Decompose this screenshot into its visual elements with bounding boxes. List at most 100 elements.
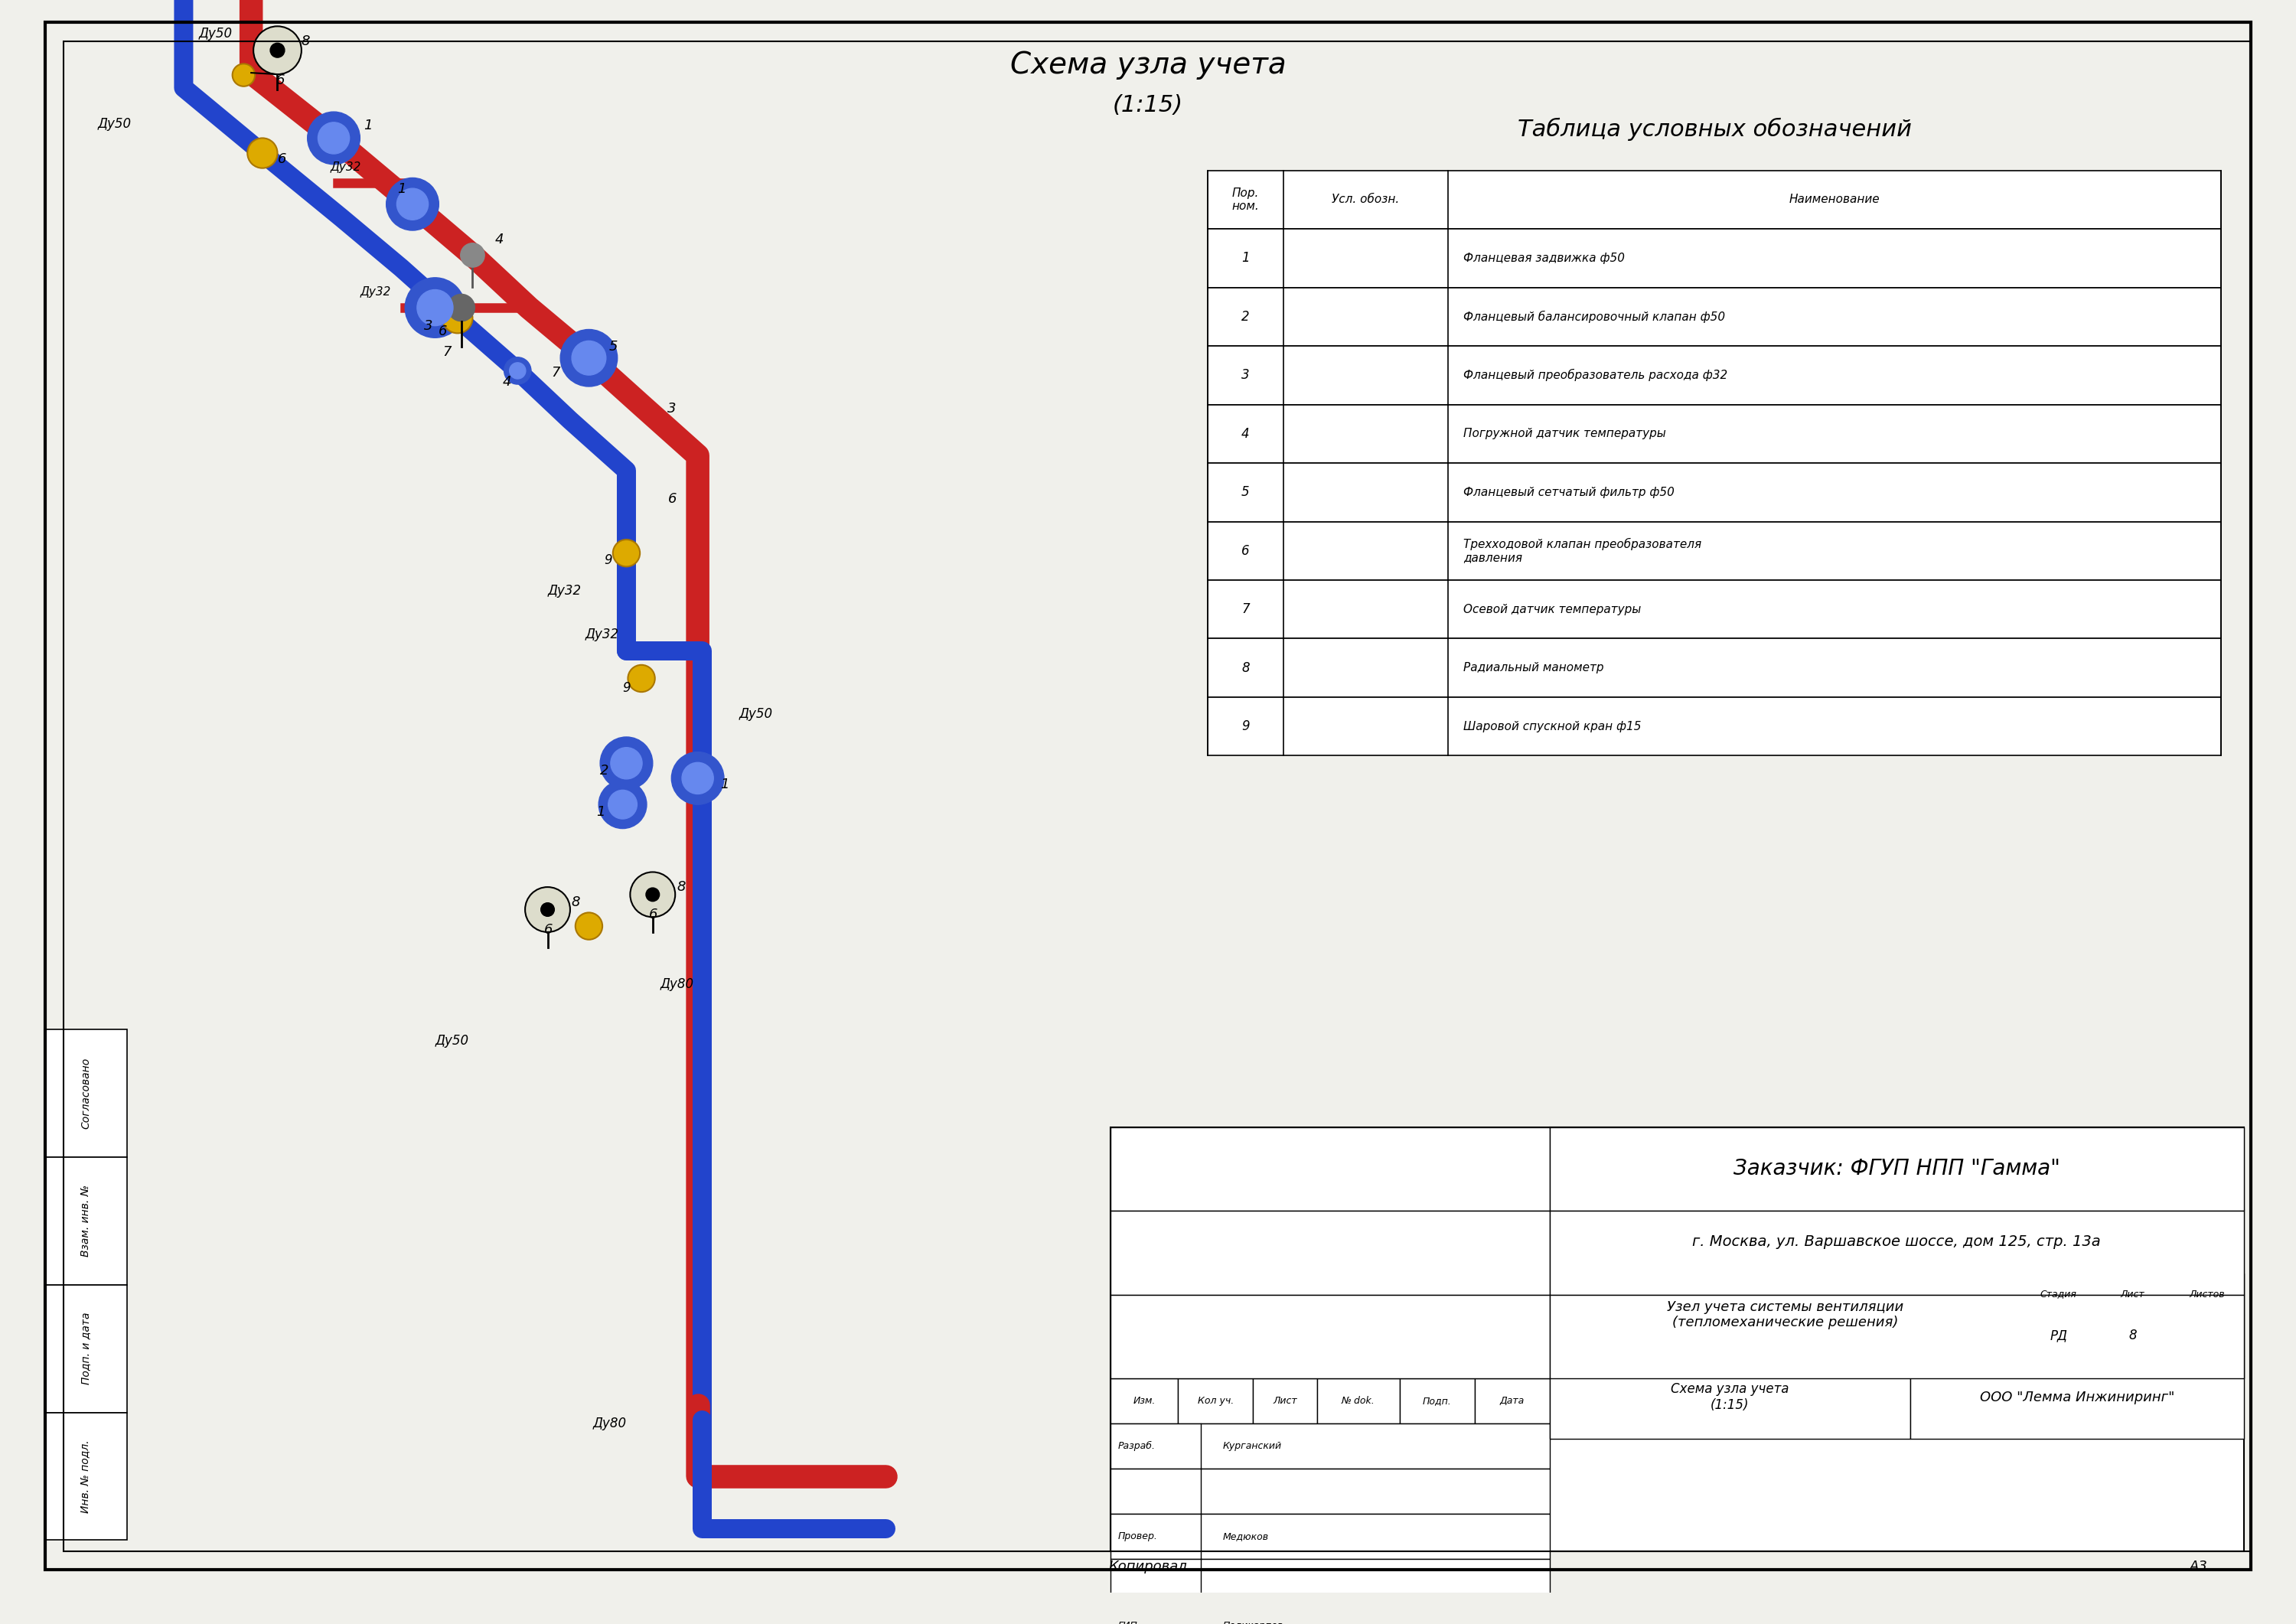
Text: 3: 3 [1242, 369, 1249, 382]
Text: ГИП: ГИП [1118, 1621, 1139, 1624]
Text: Провер.: Провер. [1118, 1531, 1157, 1541]
Bar [1208, 404, 2220, 463]
Bar [1254, 1379, 1318, 1424]
Circle shape [599, 737, 652, 789]
Text: Инв. № подл.: Инв. № подл. [80, 1439, 92, 1514]
Text: 8: 8 [2128, 1328, 2138, 1343]
Text: Усл. обозн.: Усл. обозн. [1332, 193, 1401, 205]
Circle shape [418, 289, 452, 326]
Circle shape [608, 791, 636, 818]
Text: Узел учета системы вентиляции
(тепломеханические решения): Узел учета системы вентиляции (тепломеха… [1667, 1299, 1903, 1330]
Text: Фланцевый сетчатый фильтр ф50: Фланцевый сетчатый фильтр ф50 [1463, 487, 1674, 499]
Text: Изм.: Изм. [1132, 1397, 1155, 1406]
Bar [1910, 1356, 2243, 1439]
Circle shape [404, 278, 466, 338]
Text: Лист: Лист [2122, 1289, 2144, 1299]
Bar [2170, 1273, 2243, 1315]
Bar [1208, 580, 2220, 638]
Circle shape [448, 294, 475, 322]
Text: Подп. и дата: Подп. и дата [80, 1312, 92, 1385]
Circle shape [271, 44, 285, 57]
Text: Трехходовой клапан преобразователя
давления: Трехходовой клапан преобразователя давле… [1463, 538, 1701, 564]
Text: Ду32: Ду32 [331, 161, 360, 172]
Circle shape [560, 330, 618, 387]
Bar [1208, 638, 2220, 697]
Circle shape [599, 781, 647, 828]
Text: Ду80: Ду80 [592, 1416, 627, 1431]
Text: А3: А3 [2190, 1559, 2209, 1574]
Text: Радиальный манометр: Радиальный манометр [1463, 663, 1603, 674]
Text: Фланцевый балансировочный клапан ф50: Фланцевый балансировочный клапан ф50 [1463, 310, 1724, 323]
Circle shape [613, 539, 641, 567]
Text: 4: 4 [503, 375, 512, 388]
Bar [1111, 1559, 1550, 1605]
Bar [1111, 1424, 1550, 1468]
Bar [46, 1158, 126, 1285]
Bar [1111, 1127, 2243, 1551]
Bar [1208, 697, 2220, 755]
Bar [1208, 346, 2220, 404]
Bar [2020, 1315, 2096, 1356]
Text: Пор.
ном.: Пор. ном. [1233, 187, 1258, 213]
Text: Ду50: Ду50 [200, 28, 232, 41]
Bar [1111, 1127, 1550, 1212]
Text: Медюков: Медюков [1224, 1531, 1270, 1541]
Text: Ду32: Ду32 [585, 627, 620, 641]
Text: Согласовано: Согласовано [80, 1057, 92, 1129]
Text: Ду50: Ду50 [739, 708, 774, 721]
Text: Стадия: Стадия [2041, 1289, 2078, 1299]
Text: 4: 4 [496, 232, 503, 247]
Text: 1: 1 [363, 119, 372, 132]
Text: Наименование: Наименование [1789, 193, 1880, 205]
Text: г. Москва, ул. Варшавское шоссе, дом 125, стр. 13а: г. Москва, ул. Варшавское шоссе, дом 125… [1692, 1234, 2101, 1249]
Text: 1: 1 [721, 778, 730, 791]
Text: 9: 9 [622, 680, 631, 695]
Text: Осевой датчик температуры: Осевой датчик температуры [1463, 604, 1642, 615]
Text: Ду32: Ду32 [360, 286, 390, 297]
Circle shape [572, 341, 606, 375]
Text: Ду50: Ду50 [434, 1034, 468, 1047]
Text: 6: 6 [544, 922, 553, 937]
Bar [1401, 1379, 1474, 1424]
Text: 6: 6 [439, 325, 448, 338]
Text: 6: 6 [278, 153, 287, 166]
Bar [2096, 1315, 2170, 1356]
Text: Заказчик: ФГУП НПП "Гамма": Заказчик: ФГУП НПП "Гамма" [1733, 1158, 2060, 1179]
Text: Подп.: Подп. [1424, 1397, 1451, 1406]
Text: Шаровой спускной кран ф15: Шаровой спускной кран ф15 [1463, 721, 1642, 732]
Bar [1111, 1514, 1550, 1559]
Text: Схема узла учета: Схема узла учета [1010, 50, 1286, 80]
Circle shape [627, 664, 654, 692]
Bar [1550, 1210, 2243, 1273]
Bar [1550, 1127, 2243, 1210]
Bar [1111, 1379, 1178, 1424]
Text: Таблица условных обозначений: Таблица условных обозначений [1518, 117, 1913, 141]
Text: Фланцевая задвижка ф50: Фланцевая задвижка ф50 [1463, 252, 1626, 265]
Text: РД: РД [2050, 1328, 2066, 1343]
Bar [1208, 463, 2220, 521]
Bar [1208, 229, 2220, 287]
Circle shape [542, 903, 553, 916]
Circle shape [248, 138, 278, 169]
Text: 9: 9 [1242, 719, 1249, 734]
Text: (1:15): (1:15) [1114, 94, 1182, 117]
Text: 7: 7 [551, 365, 560, 380]
Bar [46, 1030, 126, 1158]
Text: 4: 4 [1242, 427, 1249, 440]
Text: 7: 7 [1242, 603, 1249, 615]
Text: 6: 6 [276, 73, 285, 88]
Circle shape [443, 304, 473, 333]
Bar [46, 1285, 126, 1413]
Text: Разраб.: Разраб. [1118, 1440, 1155, 1452]
Text: 5: 5 [1242, 486, 1249, 499]
Bar [1111, 1605, 1550, 1624]
Bar [1208, 171, 2220, 229]
Text: Ду50: Ду50 [96, 117, 131, 130]
Bar [1208, 521, 2220, 580]
Text: 7: 7 [443, 344, 452, 359]
Text: Курганский: Курганский [1224, 1440, 1281, 1452]
Bar [1550, 1127, 2243, 1212]
Circle shape [317, 122, 349, 154]
Bar [1208, 287, 2220, 346]
Text: Копировал: Копировал [1109, 1559, 1187, 1574]
